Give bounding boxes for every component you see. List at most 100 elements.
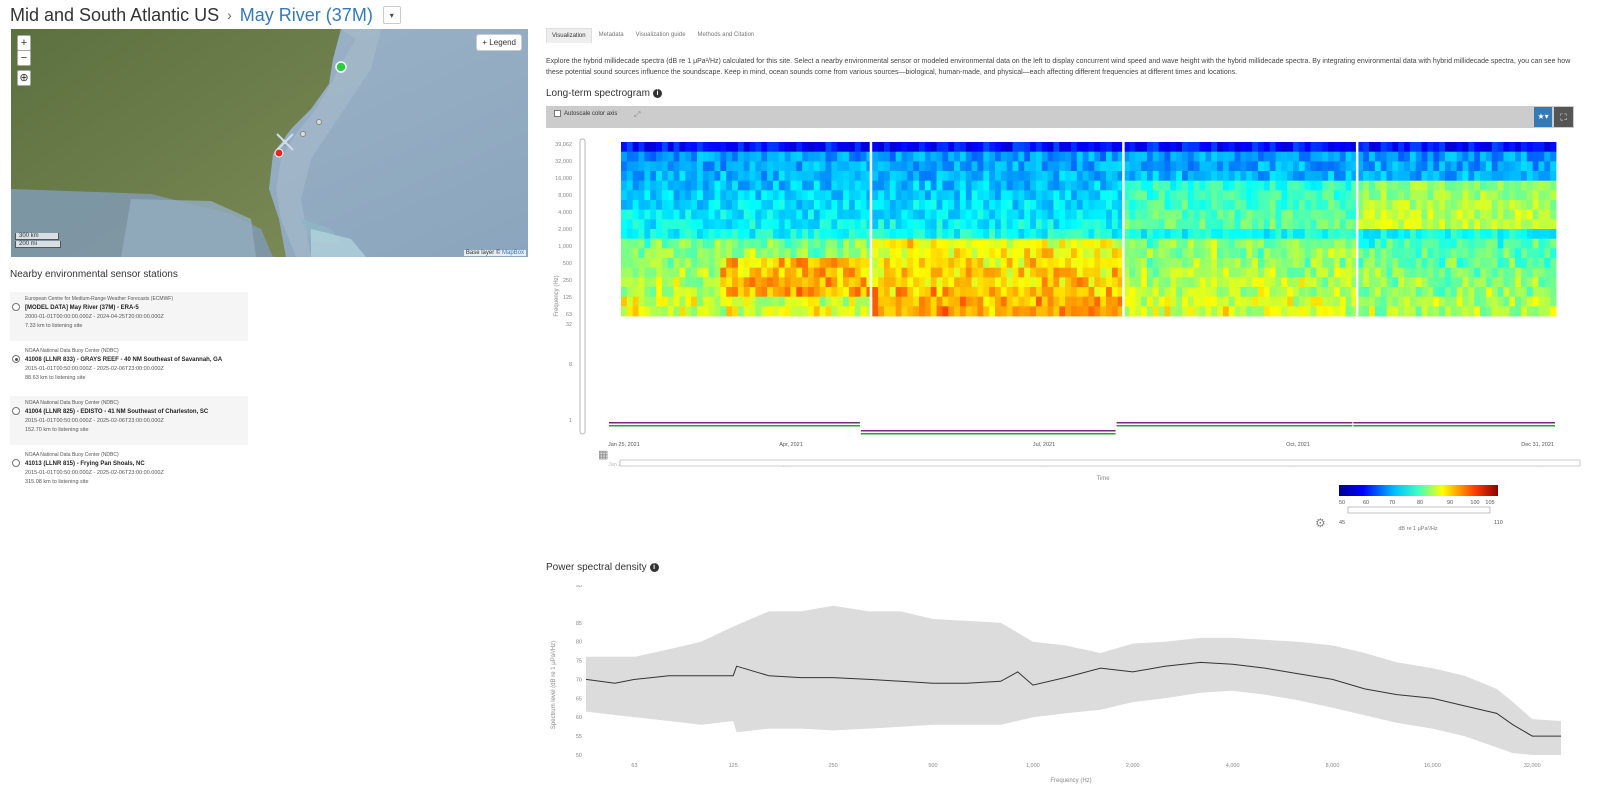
autoscale-toggle[interactable]: Autoscale color axis [554,110,617,117]
spectrogram-cell [726,171,733,182]
station-marker[interactable] [316,119,322,125]
spectrogram-cell [1222,277,1230,288]
station-radio[interactable] [12,355,20,363]
spectrogram-cell [1041,180,1048,191]
spectrogram-cell [1094,142,1101,153]
spectrogram-cell [1106,306,1113,317]
spectrogram-cell [936,209,943,220]
tab-metadata[interactable]: Metadata [598,32,624,38]
spectrogram-cell [1339,277,1347,288]
spectrogram-cell [1374,171,1382,182]
zoom-box-button[interactable]: ⊕ [17,70,31,86]
autoscale-checkbox[interactable] [554,110,561,117]
spectrogram-cell [1380,306,1387,317]
spectrogram-cell [767,296,774,307]
freq-range-slider[interactable] [579,138,586,435]
listening-site-marker[interactable] [335,61,347,73]
spectrogram-cell [1462,229,1469,240]
spectrogram-cell [632,142,639,153]
spectrogram-cell [778,161,786,172]
station-item[interactable]: NOAA National Data Buoy Center (NDBC) 41… [10,396,248,445]
expand-icon[interactable]: ⤢ [634,110,641,119]
spectrogram-cell [848,258,856,269]
zoom-in-button[interactable]: + [17,35,31,51]
spectrogram-cell [761,180,768,191]
spectrogram-cell [1024,171,1031,182]
selected-site-marker[interactable] [274,148,284,158]
spectrogram-cell [1275,200,1282,211]
spectrogram-cell [1182,190,1189,201]
spectrogram-cell [1322,151,1329,162]
spectrogram-cell [1421,209,1428,220]
spectrogram-cell [1158,277,1165,288]
spectrogram-cell [895,180,902,191]
spectrogram-cell [1363,258,1370,269]
psd-chart[interactable]: Spectrum level (dB re 1 μPa²/Hz) Frequen… [546,585,1591,785]
spectrogram-cell [1404,219,1411,230]
spectrogram-cell [621,306,628,317]
spectrogram-cell [1380,151,1387,162]
spectrogram-cell [989,151,996,162]
spectrogram-cell [1059,190,1066,201]
station-item[interactable]: NOAA National Data Buoy Center (NDBC) 41… [10,344,248,393]
gear-icon[interactable]: ⚙ [1315,516,1326,530]
spectrogram-cell [1392,258,1399,269]
station-radio[interactable] [12,303,20,311]
breadcrumb-region[interactable]: Mid and South Atlantic US [10,4,220,25]
breadcrumb-site[interactable]: May River (37M) [239,4,373,25]
selected-station-marker[interactable] [276,133,294,151]
spectrogram-cell [995,180,1002,191]
spectrogram-cell [1041,229,1048,240]
station-radio[interactable] [12,407,20,415]
spectrogram-cell [632,267,639,278]
spectrogram-cell [1450,267,1458,278]
info-icon[interactable]: i [649,563,659,572]
spectrogram-cell [772,219,780,230]
station-item[interactable]: European Centre for Medium-Range Weather… [10,292,248,341]
spectrogram-cell [1000,161,1008,172]
spectrogram-cell [977,296,984,307]
spectrogram-cell [1363,151,1370,162]
spectrogram-cell [1070,171,1078,182]
station-item[interactable]: NOAA National Data Buoy Center (NDBC) 41… [10,448,248,497]
spectrogram-cell [1550,277,1557,288]
spectrogram-cell [1006,171,1013,182]
spectrogram-cell [1199,267,1206,278]
color-range-slider[interactable] [1347,506,1491,514]
mapbox-link[interactable]: MapBox [501,250,524,256]
spectrogram-cell [726,219,733,230]
tab-visualization[interactable]: Visualization [546,28,592,43]
fullscreen-button[interactable]: ⛶ [1554,107,1573,127]
spectrogram-cell [1182,219,1189,230]
calendar-icon[interactable]: ▦ [598,449,608,461]
site-map[interactable]: + − ⊕ + Legend 300 km 200 mi Base layer … [11,29,528,257]
spectrogram-cell [661,296,669,307]
time-range-slider[interactable] [619,459,1581,467]
spectrogram-cell [1141,267,1148,278]
spectrogram-cell [1287,151,1294,162]
spectrogram-cell [1532,267,1539,278]
zoom-out-button[interactable]: − [17,50,31,66]
info-icon[interactable]: i [652,89,662,98]
station-radio[interactable] [12,459,20,467]
spectrogram-cell [1351,142,1358,153]
spectrogram-cell [936,238,943,249]
spectrogram-cell [656,296,663,307]
spectrogram-cell [743,296,750,307]
tab-visualization-guide[interactable]: Visualization guide [635,32,686,38]
tab-methods-citation[interactable]: Methods and Citation [697,32,755,38]
favorite-dropdown-button[interactable]: ★▾ [1534,107,1552,127]
spectrogram-cell [1035,229,1043,240]
spectrogram-cell [784,161,791,172]
spectrogram-cell [772,209,780,220]
site-dropdown-button[interactable]: ▾ [382,6,401,24]
spectrogram-cell [1082,267,1089,278]
station-marker[interactable] [300,131,306,137]
spectrogram-cell [883,238,891,249]
legend-button[interactable]: + Legend [476,34,522,51]
spectrogram-cell [930,258,937,269]
station-org: NOAA National Data Buoy Center (NDBC) [25,400,119,406]
spectrogram-cell [743,277,750,288]
spectrogram-cell [819,296,826,307]
spectrogram-image[interactable] [621,142,1557,317]
